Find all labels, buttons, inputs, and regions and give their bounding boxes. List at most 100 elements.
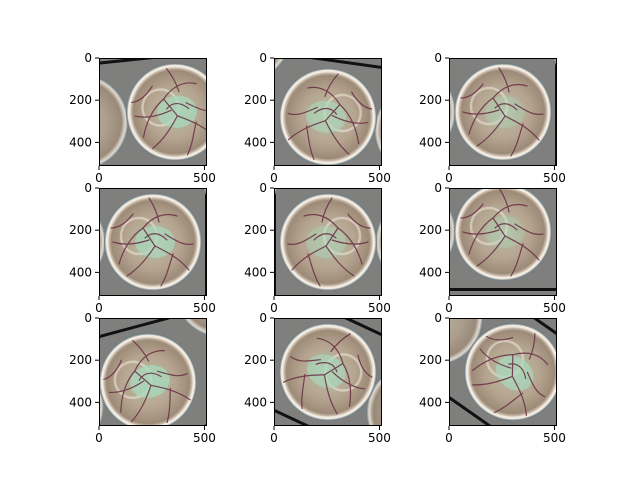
vein <box>351 91 373 110</box>
subplot: 0 500 0 200 400 <box>244 311 391 445</box>
y-tick-label: 400 <box>419 395 442 409</box>
y-tick-label: 400 <box>69 135 92 149</box>
y-tick-label: 0 <box>84 311 92 325</box>
image <box>449 58 557 166</box>
neighbor-disc <box>449 318 484 366</box>
vein <box>498 67 510 93</box>
y-tick-label: 400 <box>69 265 92 279</box>
vein <box>131 384 152 423</box>
subplot: 0 500 0 200 400 <box>419 51 566 185</box>
x-tick-label: 500 <box>368 431 391 445</box>
neighbor-disc <box>274 188 279 197</box>
axes-frame <box>274 188 382 296</box>
x-tick-label: 0 <box>95 301 103 315</box>
y-tick-label: 0 <box>84 51 92 65</box>
x-tick-label: 0 <box>95 431 103 445</box>
y-tick-label: 0 <box>259 181 267 195</box>
vein <box>462 109 500 115</box>
disc-rim <box>455 188 551 280</box>
neighbor-disc <box>202 188 207 197</box>
vein <box>152 115 179 150</box>
axes-frame <box>274 58 382 166</box>
neighbor-disc <box>375 217 382 267</box>
disc-rim <box>465 324 557 420</box>
image <box>274 58 382 166</box>
neighbor-disc <box>564 302 640 436</box>
vein <box>144 233 168 241</box>
axes-frame <box>99 318 207 426</box>
vein <box>134 109 172 118</box>
center-glow <box>495 355 534 391</box>
y-tick-label: 200 <box>244 93 267 107</box>
axes-frame <box>99 188 207 296</box>
vein <box>301 373 306 410</box>
vein <box>331 114 369 124</box>
subplot: 0 500 0 200 400 <box>419 302 640 445</box>
vein <box>492 217 506 237</box>
y-tick-label: 0 <box>434 311 442 325</box>
vein <box>186 121 197 156</box>
vein <box>134 350 166 372</box>
axes-frame <box>449 58 557 166</box>
vein <box>494 223 518 231</box>
y-tick-label: 200 <box>69 223 92 237</box>
vein <box>148 197 160 223</box>
y-tick-label: 200 <box>244 353 267 367</box>
x-tick-label: 500 <box>368 301 391 315</box>
axes-frame <box>274 318 382 426</box>
y-tick-label: 200 <box>419 93 442 107</box>
x-tick-label: 0 <box>445 431 453 445</box>
edge-line <box>449 366 555 426</box>
y-tick-label: 400 <box>69 395 92 409</box>
vein <box>290 356 322 362</box>
image <box>449 302 640 436</box>
vein <box>347 213 371 229</box>
vein <box>528 333 536 360</box>
vein <box>303 213 339 229</box>
vein <box>510 123 524 157</box>
x-tick-label: 0 <box>270 171 278 185</box>
inner-ring <box>322 216 362 256</box>
vein <box>511 354 514 378</box>
vein <box>476 115 506 147</box>
axes-frame <box>449 318 557 426</box>
x-tick-label: 0 <box>445 301 453 315</box>
image <box>99 188 207 296</box>
subplot: 0 500 0 200 400 <box>69 51 216 185</box>
vein <box>321 197 333 223</box>
vein <box>185 102 207 112</box>
x-tick-label: 500 <box>543 301 566 315</box>
vein <box>324 103 341 122</box>
y-tick-label: 0 <box>434 51 442 65</box>
vein <box>160 253 174 287</box>
vein <box>493 392 524 414</box>
vein <box>165 68 180 93</box>
vein <box>166 102 190 110</box>
subplot: 0 500 0 200 400 <box>419 181 566 315</box>
vein <box>134 370 152 386</box>
disc-rim <box>100 334 196 426</box>
vein <box>325 245 355 277</box>
neighbor-disc <box>99 73 129 166</box>
x-tick-label: 500 <box>368 171 391 185</box>
vein <box>307 86 341 106</box>
x-tick-label: 500 <box>193 301 216 315</box>
vein <box>316 337 344 365</box>
neighbor-disc <box>99 217 106 267</box>
vein <box>142 227 156 247</box>
vein <box>323 362 344 376</box>
vein <box>164 233 194 245</box>
disc-rim <box>280 69 376 165</box>
vein <box>526 371 546 398</box>
subplot: 0 500 0 200 400 <box>69 181 216 315</box>
vein <box>514 103 544 115</box>
neighbor-disc <box>99 358 105 426</box>
vein <box>476 235 506 267</box>
vein <box>330 333 351 352</box>
edge-line <box>99 58 207 67</box>
y-tick-label: 400 <box>419 135 442 149</box>
y-tick-label: 400 <box>244 135 267 149</box>
vein <box>166 387 172 424</box>
neighbor-disc <box>449 87 456 137</box>
